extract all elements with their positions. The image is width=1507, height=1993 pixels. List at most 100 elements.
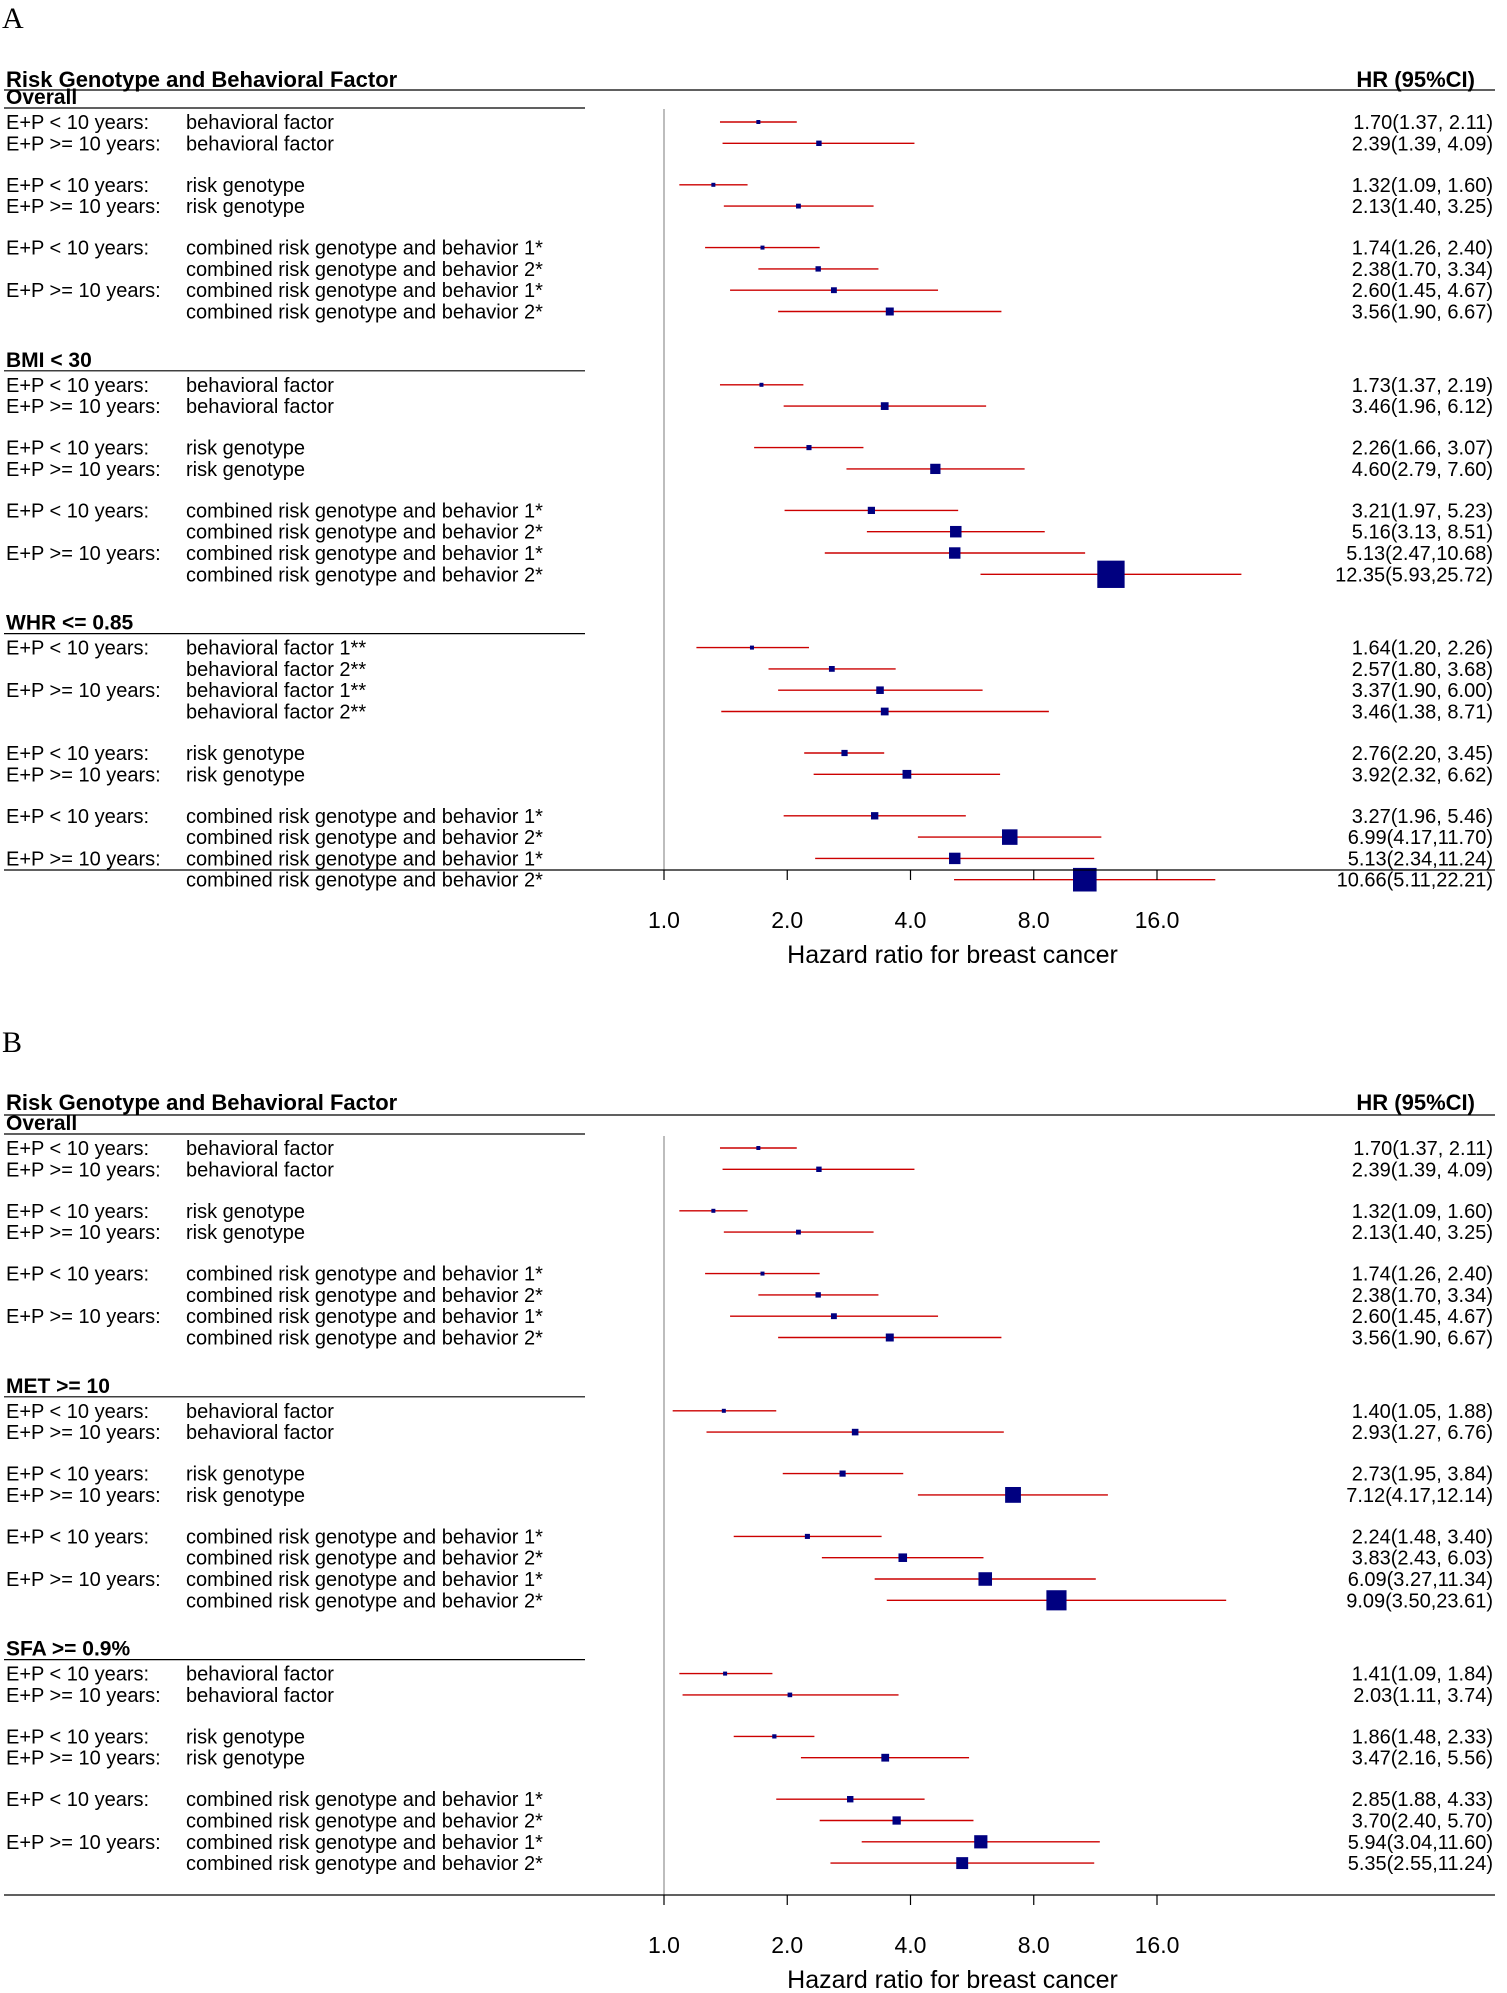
row-prefix: E+P >= 10 years: [6, 1222, 161, 1244]
hr-ci-text: 3.47(2.16, 5.56) [1352, 1748, 1493, 1770]
hr-ci-text: 2.93(1.27, 6.76) [1352, 1422, 1493, 1444]
hr-point [956, 1857, 969, 1870]
row-prefix: E+P >= 10 years: [6, 1569, 161, 1591]
hr-point [830, 1313, 837, 1320]
hr-ci-text: 2.24(1.48, 3.40) [1352, 1526, 1493, 1548]
hr-ci-text: 12.35(5.93,25.72) [1335, 564, 1493, 586]
row-label: combined risk genotype and behavior 2* [186, 1853, 543, 1875]
hr-point [756, 1146, 761, 1150]
row-label: combined risk genotype and behavior 2* [186, 1285, 543, 1307]
hr-point [902, 769, 912, 779]
panel-label: A [2, 2, 24, 35]
row-label: behavioral factor [186, 1685, 334, 1707]
hr-ci-text: 5.94(3.04,11.60) [1348, 1832, 1493, 1854]
hr-ci-text: 2.57(1.80, 3.68) [1352, 659, 1493, 681]
row-prefix: E+P >= 10 years: [6, 680, 161, 702]
row-prefix: E+P >= 10 years: [6, 280, 161, 302]
hr-point [898, 1553, 908, 1562]
row-label: risk genotype [186, 1464, 305, 1486]
hr-point [759, 382, 764, 387]
row-prefix: E+P < 10 years: [6, 1464, 149, 1486]
hr-point [892, 1816, 901, 1825]
row-prefix: E+P >= 10 years: [6, 1748, 161, 1770]
row-label: risk genotype [186, 764, 305, 786]
row-label: combined risk genotype and behavior 2* [186, 259, 543, 281]
row-label: combined risk genotype and behavior 1* [186, 1789, 543, 1811]
hr-point [804, 1533, 810, 1539]
hr-ci-text: 1.32(1.09, 1.60) [1352, 175, 1493, 197]
row-label: combined risk genotype and behavior 1* [186, 1832, 543, 1854]
section-title: Overall [6, 1112, 77, 1135]
x-tick-label: 8.0 [1018, 1932, 1050, 1958]
x-tick-label: 2.0 [771, 907, 803, 933]
row-label: combined risk genotype and behavior 1* [186, 1526, 543, 1548]
hr-ci-text: 3.27(1.96, 5.46) [1352, 806, 1493, 828]
row-prefix: E+P >= 10 years: [6, 1685, 161, 1707]
row-prefix: E+P < 10 years: [6, 1201, 149, 1223]
hr-ci-text: 2.73(1.95, 3.84) [1352, 1464, 1493, 1486]
hr-point [723, 1671, 728, 1676]
hr-point [851, 1428, 859, 1436]
hr-point [787, 1692, 793, 1698]
hr-ci-text: 5.35(2.55,11.24) [1348, 1853, 1493, 1875]
hr-point [871, 812, 879, 820]
row-label: risk genotype [186, 1726, 305, 1748]
row-prefix: E+P < 10 years: [6, 1789, 149, 1811]
row-label: combined risk genotype and behavior 2* [186, 827, 543, 849]
hr-point [950, 525, 962, 538]
hr-ci-text: 2.60(1.45, 4.67) [1352, 280, 1493, 302]
x-tick-label: 1.0 [648, 1932, 680, 1958]
hr-ci-text: 1.74(1.26, 2.40) [1352, 1264, 1493, 1286]
hr-point [949, 547, 961, 559]
row-prefix: E+P < 10 years: [6, 1726, 149, 1748]
x-tick-label: 1.0 [648, 907, 680, 933]
row-prefix: E+P < 10 years: [6, 112, 149, 134]
row-label: risk genotype [186, 438, 305, 460]
hr-point [721, 1408, 726, 1413]
hr-ci-text: 10.66(5.11,22.21) [1337, 870, 1493, 892]
row-prefix: E+P >= 10 years: [6, 764, 161, 786]
row-prefix: E+P < 10 years: [6, 238, 149, 260]
hr-point [796, 1229, 801, 1235]
hr-ci-text: 1.32(1.09, 1.60) [1352, 1201, 1493, 1223]
row-prefix: E+P >= 10 years: [6, 1422, 161, 1444]
row-prefix: E+P < 10 years: [6, 1664, 149, 1686]
row-label: risk genotype [186, 1222, 305, 1244]
section-title: BMI < 30 [6, 349, 92, 372]
panel-label: B [2, 1026, 22, 1059]
row-label: combined risk genotype and behavior 1* [186, 500, 543, 522]
hr-ci-text: 5.13(2.47,10.68) [1346, 543, 1493, 565]
hr-ci-text: 3.46(1.38, 8.71) [1352, 702, 1493, 724]
row-prefix: E+P >= 10 years: [6, 396, 161, 418]
x-axis-title: Hazard ratio for breast cancer [787, 941, 1118, 969]
hr-point [930, 463, 941, 475]
hr-ci-text: 3.21(1.97, 5.23) [1352, 500, 1493, 522]
hr-point [815, 266, 821, 272]
section-title: SFA >= 0.9% [6, 1638, 130, 1661]
row-label: combined risk genotype and behavior 2* [186, 1328, 543, 1350]
hr-ci-text: 1.70(1.37, 2.11) [1353, 112, 1493, 134]
hr-point [974, 1835, 988, 1849]
hr-ci-text: 5.16(3.13, 8.51) [1352, 522, 1493, 544]
hr-ci-text: 3.70(2.40, 5.70) [1352, 1811, 1493, 1833]
hr-ci-text: 2.13(1.40, 3.25) [1352, 196, 1493, 218]
x-tick-label: 16.0 [1135, 907, 1180, 933]
hr-ci-text: 4.60(2.79, 7.60) [1352, 459, 1493, 481]
hr-ci-text: 6.99(4.17,11.70) [1348, 827, 1493, 849]
hr-point [876, 686, 884, 694]
hr-ci-text: 5.13(2.34,11.24) [1348, 848, 1493, 870]
row-prefix: E+P < 10 years: [6, 806, 149, 828]
hr-point [1005, 1486, 1021, 1503]
hr-point [839, 1470, 846, 1477]
hr-ci-text: 3.56(1.90, 6.67) [1352, 302, 1493, 324]
row-prefix: E+P < 10 years: [6, 438, 149, 460]
row-label: risk genotype [186, 743, 305, 765]
row-label: risk genotype [186, 1748, 305, 1770]
hr-point [796, 203, 801, 209]
hr-point [815, 1292, 821, 1298]
x-tick-label: 8.0 [1018, 907, 1050, 933]
hr-ci-text: 3.37(1.90, 6.00) [1352, 680, 1493, 702]
row-label: behavioral factor 2** [186, 659, 366, 681]
row-label: behavioral factor [186, 1401, 334, 1423]
